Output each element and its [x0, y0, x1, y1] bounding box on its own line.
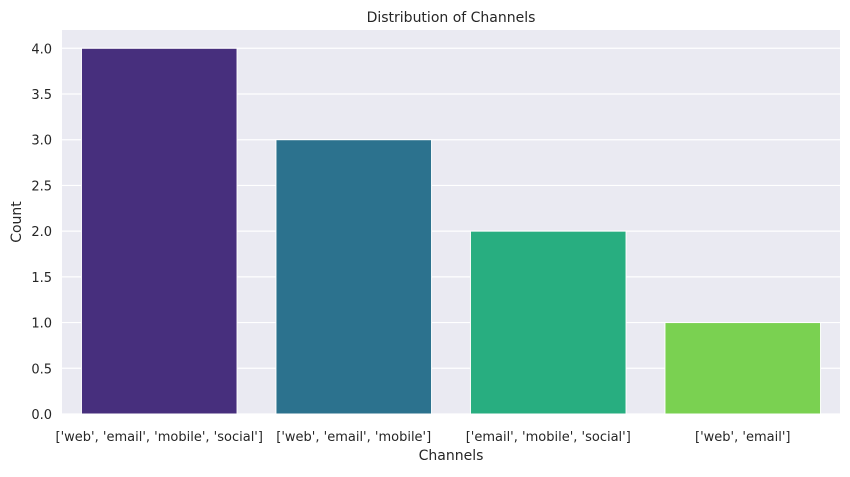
bar	[664, 322, 822, 415]
y-tick-label: 2.5	[31, 179, 52, 194]
bar	[275, 139, 433, 415]
y-axis-label: Count	[9, 201, 25, 243]
y-tick-label: 0.5	[31, 362, 52, 377]
y-tick-label: 3.5	[31, 88, 52, 103]
bar	[80, 47, 238, 415]
y-tick-label: 1.5	[31, 271, 52, 286]
bars	[80, 47, 822, 415]
y-tick-label: 1.0	[31, 317, 52, 332]
x-axis-label: Channels	[419, 448, 484, 464]
y-tick-label: 2.0	[31, 225, 52, 240]
y-tick-label: 4.0	[31, 42, 52, 57]
y-tick-label: 3.0	[31, 134, 52, 149]
bar	[469, 230, 627, 415]
y-tick-label: 0.0	[31, 408, 52, 423]
x-tick-label: ['email', 'mobile', 'social']	[466, 430, 631, 445]
chart-title: Distribution of Channels	[367, 10, 536, 26]
y-axis-tick-labels: 0.0 0.5 1.0 1.5 2.0 2.5 3.0 3.5 4.0	[31, 42, 52, 423]
x-tick-label: ['web', 'email']	[695, 430, 790, 445]
x-axis-tick-labels: ['web', 'email', 'mobile', 'social'] ['we…	[56, 430, 791, 445]
x-tick-label: ['web', 'email', 'mobile']	[276, 430, 431, 445]
x-tick-label: ['web', 'email', 'mobile', 'social']	[56, 430, 263, 445]
